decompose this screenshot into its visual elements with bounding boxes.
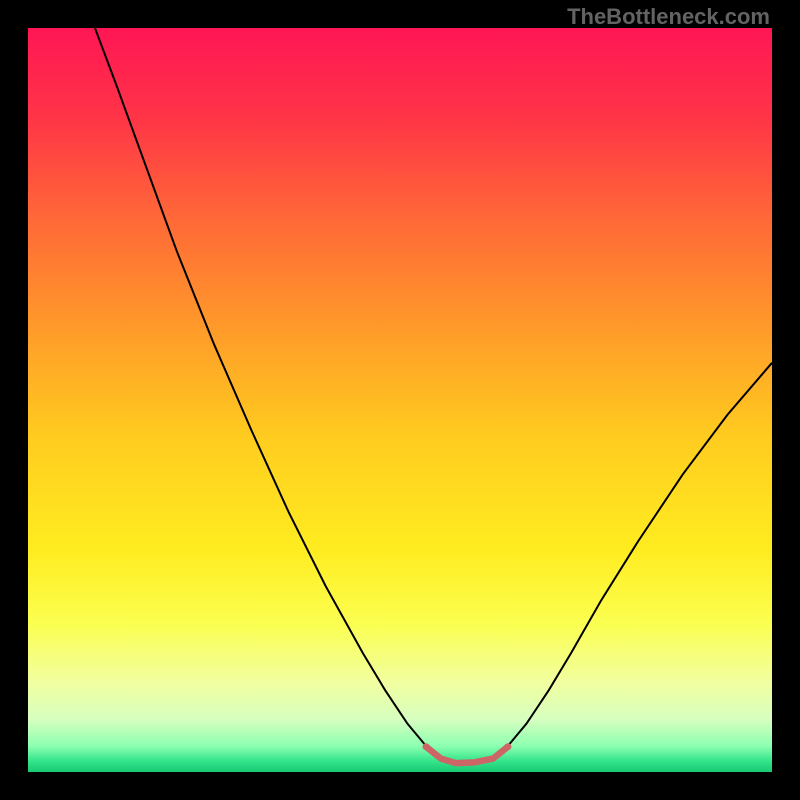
watermark-text: TheBottleneck.com	[567, 4, 770, 30]
gradient-background	[28, 28, 772, 772]
plot-area	[28, 28, 772, 772]
chart-frame: TheBottleneck.com	[0, 0, 800, 800]
bottleneck-curve-chart	[28, 28, 772, 772]
